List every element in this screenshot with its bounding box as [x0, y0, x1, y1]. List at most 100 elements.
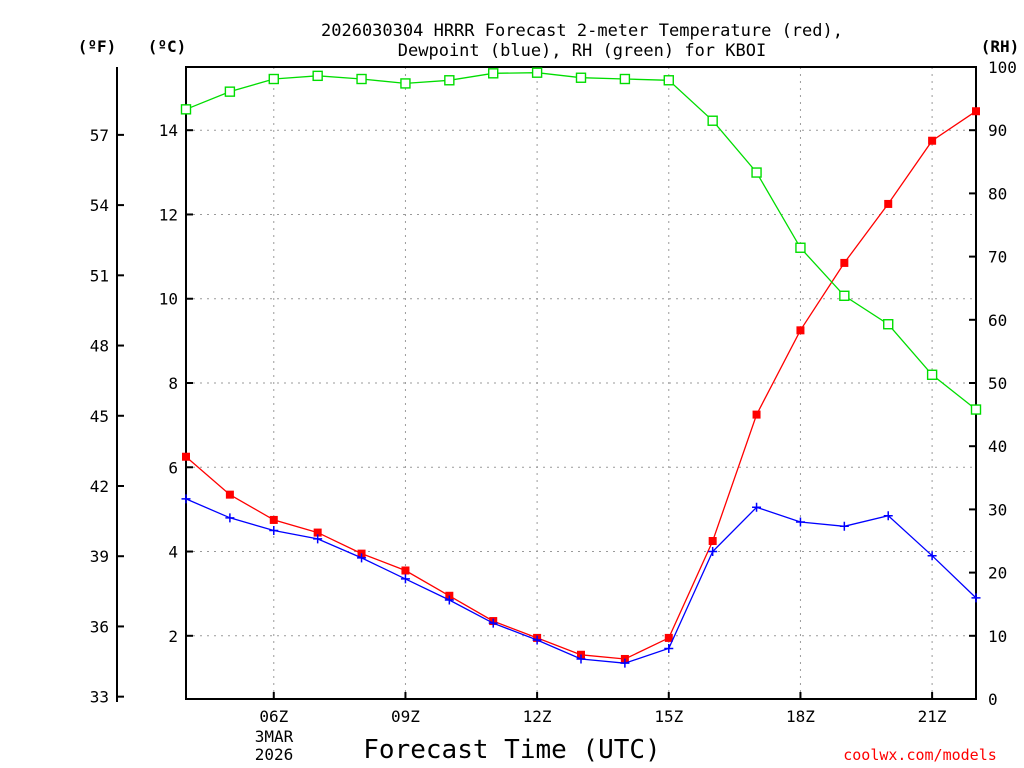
x-tick-label: 09Z: [391, 707, 420, 726]
fahrenheit-tick-label: 54: [90, 196, 109, 215]
rh-point: [619, 73, 631, 85]
temperature-point: [708, 537, 717, 545]
dewpoint-point: [927, 551, 937, 561]
dewpoint-point: [839, 521, 849, 531]
fahrenheit-tick-label: 57: [90, 126, 109, 145]
dewpoint-line: [185, 498, 977, 664]
dewpoint-point: [357, 553, 367, 563]
temperature-point: [313, 528, 322, 537]
rh-point: [663, 75, 674, 86]
rh-point: [488, 68, 499, 79]
dewpoint-point: [225, 513, 235, 523]
fahrenheit-tick-label: 45: [90, 407, 109, 426]
celsius-tick-label: 14: [159, 121, 178, 140]
rh-tick-label: 90: [988, 121, 1007, 140]
dewpoint-point: [269, 525, 279, 535]
temperature-point: [752, 410, 761, 419]
rh-point: [926, 369, 938, 380]
temperature-line: [185, 110, 977, 660]
dewpoint-point: [664, 643, 674, 653]
dewpoint-point: [488, 618, 498, 628]
dewpoint-point: [752, 502, 762, 512]
x-tick-label: 21Z: [918, 707, 947, 726]
celsius-tick-label: 8: [168, 374, 178, 393]
temperature-point: [664, 633, 673, 642]
dewpoint-point: [532, 635, 542, 645]
temperature-point: [269, 515, 278, 524]
temperature-series: [182, 107, 980, 663]
celsius-unit-label: (ºC): [148, 37, 187, 56]
fahrenheit-tick-label: 36: [90, 617, 109, 636]
temperature-point: [796, 326, 805, 335]
x-tick-label: 18Z: [786, 707, 815, 726]
dewpoint-point: [181, 494, 191, 504]
rh-point: [970, 404, 982, 415]
chart-title-line-2: Dewpoint (blue), RH (green) for KBOI: [398, 41, 766, 61]
fahrenheit-tick-label: 51: [90, 266, 109, 285]
x-axis-label: Forecast Time (UTC): [363, 735, 660, 765]
rh-unit-label: (RH): [981, 37, 1020, 56]
dewpoint-point: [708, 547, 718, 557]
rh-point: [883, 319, 894, 330]
dewpoint-point: [400, 574, 410, 584]
rh-tick-label: 50: [988, 374, 1007, 393]
rh-point: [312, 70, 323, 82]
rh-tick-label: 0: [988, 690, 998, 709]
date-label-day: 3MAR: [255, 727, 294, 746]
fahrenheit-tick-label: 33: [90, 688, 109, 707]
rh-point: [575, 72, 587, 83]
temperature-point: [884, 199, 893, 208]
fahrenheit-unit-label: (ºF): [78, 37, 117, 56]
rh-tick-label: 20: [988, 564, 1007, 583]
date-label-year: 2026: [255, 745, 294, 764]
dewpoint-point: [444, 595, 454, 605]
temperature-point: [972, 107, 980, 116]
tick-labels: 33 36 39 42 45 48 51 54 57 2 4 6 8 10 12 14 0 10 20 30 40 50 6…: [90, 58, 1017, 726]
dewpoint-point: [795, 517, 805, 527]
plot-frame: [185, 66, 977, 700]
celsius-tick-label: 10: [159, 290, 178, 309]
rh-point: [751, 167, 762, 178]
rh-point: [224, 86, 236, 97]
rh-point: [400, 78, 411, 89]
axes: [116, 66, 977, 702]
rh-point: [707, 115, 718, 126]
dewpoint-series: [181, 494, 981, 668]
fahrenheit-tick-label: 42: [90, 477, 109, 496]
temperature-point: [928, 136, 937, 145]
rh-tick-label: 40: [988, 437, 1007, 456]
chart-title-line-1: 2026030304 HRRR Forecast 2-meter Tempera…: [321, 21, 843, 41]
rh-tick-label: 80: [988, 184, 1007, 203]
dewpoint-point: [576, 654, 586, 664]
celsius-tick-label: 6: [168, 458, 178, 477]
rh-point: [795, 242, 806, 253]
rh-tick-label: 70: [988, 248, 1007, 267]
temperature-point: [401, 566, 410, 575]
x-tick-label: 12Z: [523, 707, 552, 726]
rh-tick-label: 60: [988, 311, 1007, 330]
dewpoint-point: [883, 511, 893, 521]
celsius-tick-label: 2: [168, 627, 178, 646]
temperature-point: [840, 258, 849, 267]
rh-point: [444, 75, 455, 86]
fahrenheit-tick-label: 48: [90, 337, 109, 356]
dewpoint-point: [971, 593, 981, 603]
temperature-point: [225, 490, 234, 499]
celsius-tick-label: 12: [159, 205, 178, 224]
credit-link[interactable]: coolwx.com/models: [843, 746, 997, 764]
dewpoint-point: [620, 658, 630, 668]
fahrenheit-tick-label: 39: [90, 547, 109, 566]
temperature-point: [182, 452, 190, 461]
x-tick-label: 06Z: [259, 707, 288, 726]
rh-tick-label: 10: [988, 627, 1007, 646]
rh-point: [180, 104, 192, 115]
rh-series: [180, 67, 982, 415]
rh-tick-label: 30: [988, 500, 1007, 519]
dewpoint-point: [313, 534, 323, 544]
rh-point: [268, 73, 279, 85]
rh-point: [531, 67, 543, 78]
rh-point: [839, 290, 850, 301]
grid-lines: [186, 67, 976, 699]
celsius-tick-label: 4: [168, 543, 178, 562]
